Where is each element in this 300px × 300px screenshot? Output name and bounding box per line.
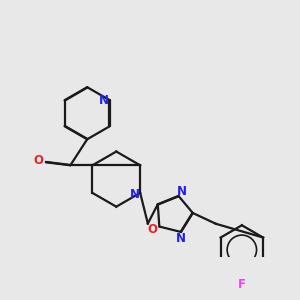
Text: O: O bbox=[148, 223, 158, 236]
Text: N: N bbox=[176, 232, 186, 245]
Text: N: N bbox=[176, 185, 187, 198]
Text: O: O bbox=[33, 154, 43, 167]
Text: N: N bbox=[130, 188, 140, 201]
Text: N: N bbox=[99, 94, 109, 107]
Text: F: F bbox=[238, 278, 246, 291]
